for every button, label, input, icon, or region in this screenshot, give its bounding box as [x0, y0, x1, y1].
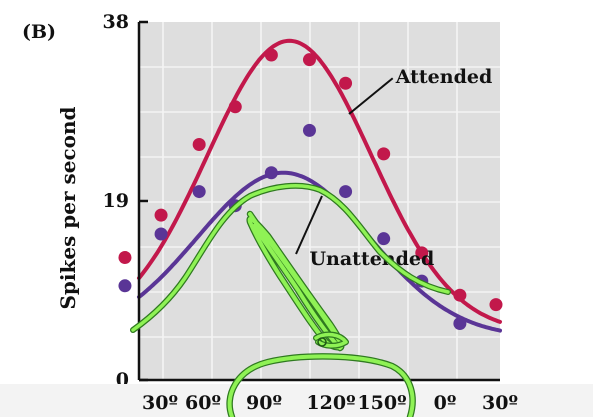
- data-point-attended: [339, 76, 353, 90]
- data-point-attended: [192, 137, 206, 151]
- y-tick-label: 38: [103, 11, 129, 33]
- data-point-unattended: [154, 227, 168, 241]
- x-tick-label: 30º: [142, 392, 178, 414]
- data-point-unattended: [192, 185, 206, 199]
- handwritten-annotation-layer: [130, 182, 451, 352]
- data-point-unattended: [264, 166, 278, 180]
- bottom-handwritten-circle: [226, 353, 416, 417]
- x-tick-label: 90º: [246, 392, 282, 414]
- data-point-attended: [264, 48, 278, 62]
- x-tick-label: 60º: [185, 392, 221, 414]
- data-point-layer: [118, 48, 503, 330]
- ink-circle: [227, 354, 415, 417]
- annotation-attended: Attended: [395, 66, 493, 88]
- y-tick-label: 19: [103, 190, 129, 212]
- data-point-attended: [453, 288, 467, 302]
- data-point-attended: [228, 100, 242, 114]
- ink-stroke-curve: [131, 184, 450, 332]
- x-tick-label: 120º: [306, 392, 355, 414]
- data-point-attended: [118, 251, 132, 265]
- annotation-leader-attended: [348, 77, 394, 115]
- data-point-attended: [415, 246, 429, 260]
- fit-curve-attended: [137, 38, 502, 324]
- data-point-attended: [154, 208, 168, 222]
- data-point-attended: [377, 147, 391, 161]
- ink-dot: [317, 337, 327, 347]
- y-axis-label: Spikes per second: [56, 106, 80, 309]
- annotation-unattended: Unattended: [309, 248, 434, 270]
- bottom-band: [0, 384, 593, 417]
- x-tick-label: 0º: [434, 392, 457, 414]
- data-point-attended: [489, 298, 503, 312]
- data-point-unattended: [339, 185, 353, 199]
- data-point-unattended: [453, 316, 467, 330]
- annotation-leader-unattended: [295, 195, 323, 255]
- data-point-unattended: [302, 123, 316, 137]
- x-tick-layer: 30º 60º 90º 120º 150º 0º 30º: [142, 392, 518, 414]
- data-point-unattended: [118, 279, 132, 293]
- panel-label: (B): [22, 21, 56, 43]
- data-point-unattended: [377, 232, 391, 246]
- annotation-layer: Attended Unattended: [295, 66, 493, 270]
- data-point-attended: [302, 53, 316, 67]
- x-tick-label: 30º: [482, 392, 518, 414]
- x-tick-label: 150º: [357, 392, 406, 414]
